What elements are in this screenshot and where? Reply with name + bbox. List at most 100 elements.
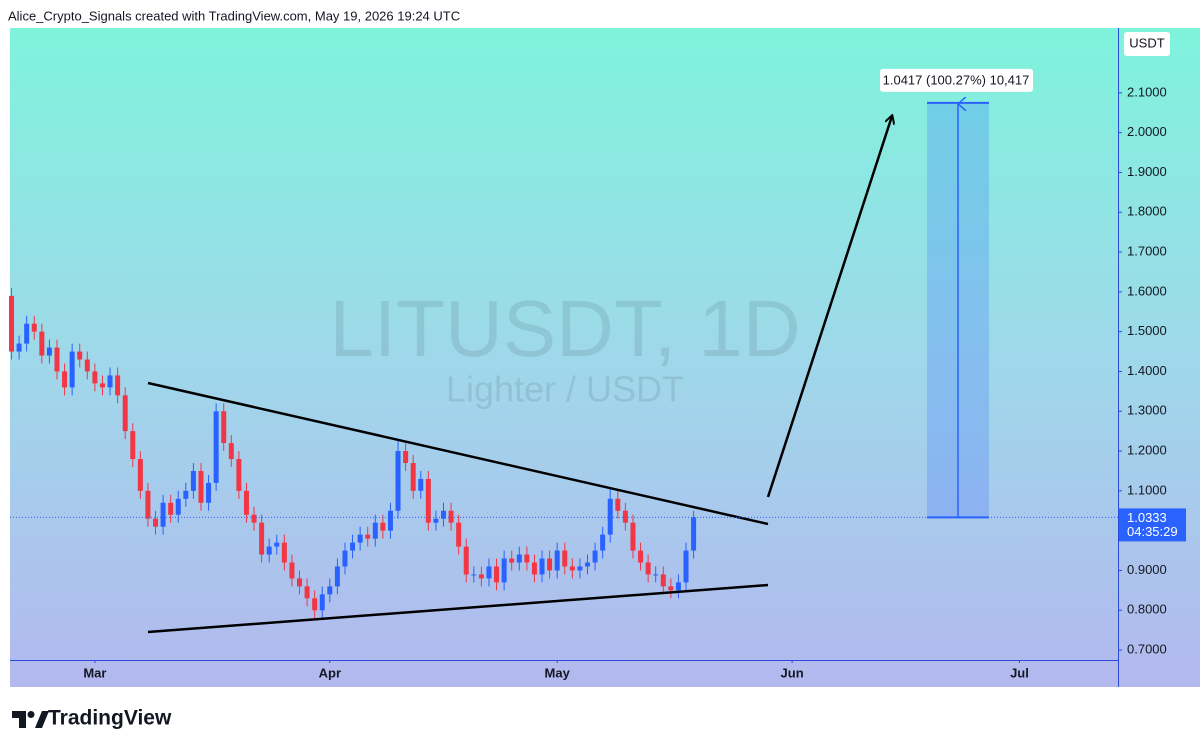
candle-body (304, 586, 310, 599)
candle-body (516, 554, 522, 563)
candle-body (387, 510, 393, 531)
candle-body (486, 566, 492, 579)
candle-body (584, 562, 590, 567)
candle-body (39, 331, 45, 356)
y-tick-label: 1.7000 (1127, 244, 1167, 259)
candle-body (562, 550, 568, 567)
candle-body (448, 510, 454, 523)
candle-body (668, 586, 674, 591)
x-tick-label: Mar (83, 665, 106, 680)
x-tick-label: May (545, 665, 571, 680)
candle-body (107, 375, 113, 388)
y-tick-label: 1.2000 (1127, 442, 1167, 457)
last-price-badge (1119, 508, 1186, 542)
x-tick-label: Apr (319, 665, 341, 680)
candle-body (243, 490, 249, 515)
candle-body (69, 351, 75, 388)
y-tick-label: 1.3000 (1127, 403, 1167, 418)
candle-body (501, 558, 507, 583)
candle-body (660, 574, 666, 587)
last-price-label: 1.0333 (1127, 510, 1167, 525)
candle-body (312, 598, 318, 611)
trendline-lower (147, 583, 769, 634)
measure-label-box (880, 68, 1033, 92)
plot-background (10, 28, 1200, 687)
candle-body (259, 522, 265, 555)
candle-body (615, 498, 621, 511)
candle-body (168, 502, 174, 515)
footer: TradingView (12, 707, 172, 730)
candle-body (281, 542, 287, 563)
watermark-subtitle: Lighter / USDT (446, 369, 684, 410)
candle-body (342, 550, 348, 567)
candle-body (160, 502, 166, 527)
y-tick-label: 2.0000 (1127, 124, 1167, 139)
candle-body (175, 498, 181, 515)
candle-body (524, 554, 530, 563)
y-tick-label: 1.4000 (1127, 363, 1167, 378)
measure-label: 1.0417 (100.27%) 10,417 (883, 72, 1030, 87)
candle-body (531, 562, 537, 575)
candle-body (638, 550, 644, 563)
y-tick-label: 0.9000 (1127, 562, 1167, 577)
candle-body (327, 586, 333, 595)
candle-body (228, 443, 234, 460)
candle-body (334, 566, 340, 587)
logo-dot (27, 711, 35, 718)
candle-body (274, 542, 280, 547)
candle-body (509, 558, 515, 563)
candle-body (433, 518, 439, 523)
candle-body (206, 482, 212, 503)
logo-mark (12, 711, 26, 728)
candle-body (554, 550, 560, 571)
candle-body (577, 566, 583, 571)
trendline-upper (147, 381, 769, 526)
candle-body (425, 478, 431, 523)
candle-body (289, 562, 295, 579)
candle-body (190, 470, 196, 491)
candle-body (251, 514, 257, 523)
candle-body (403, 451, 409, 463)
candle-body (372, 522, 378, 539)
candle-body (645, 562, 651, 575)
candle-body (478, 574, 484, 579)
candle-body (92, 371, 98, 384)
candle-body (630, 522, 636, 551)
candle-body (539, 558, 545, 575)
candle-body (9, 295, 15, 352)
currency-badge[interactable] (1124, 32, 1170, 56)
candle-body (418, 478, 424, 491)
candle-body (463, 546, 469, 575)
candle-body (622, 510, 628, 523)
candle-body (84, 359, 90, 372)
candle-body (592, 550, 598, 563)
candle-body (16, 343, 22, 352)
candle-body (600, 534, 606, 551)
candle-body (350, 542, 356, 551)
candle-body (31, 323, 37, 332)
candle-body (115, 375, 121, 396)
brand-name: TradingView (48, 707, 172, 730)
candle-body (183, 490, 189, 499)
x-tick-label: Jun (781, 665, 804, 680)
candle-body (395, 451, 401, 511)
candle-body (24, 323, 30, 344)
candle-body (62, 371, 68, 388)
candle-body (653, 574, 659, 576)
candle-body (130, 431, 136, 460)
candle-body (266, 546, 272, 555)
watermark: LITUSDT, 1D (329, 284, 800, 373)
candle-body (221, 411, 227, 444)
candle-body (77, 351, 83, 360)
candle-body (365, 534, 371, 539)
candle-body (297, 578, 303, 587)
candle-body (569, 566, 575, 571)
candle-body (494, 566, 500, 583)
currency-label: USDT (1129, 35, 1164, 50)
header-text: Alice_Crypto_Signals created with Tradin… (8, 8, 460, 23)
candle-body (137, 459, 143, 491)
projection-arrow (766, 116, 892, 498)
candle-body (319, 594, 325, 611)
